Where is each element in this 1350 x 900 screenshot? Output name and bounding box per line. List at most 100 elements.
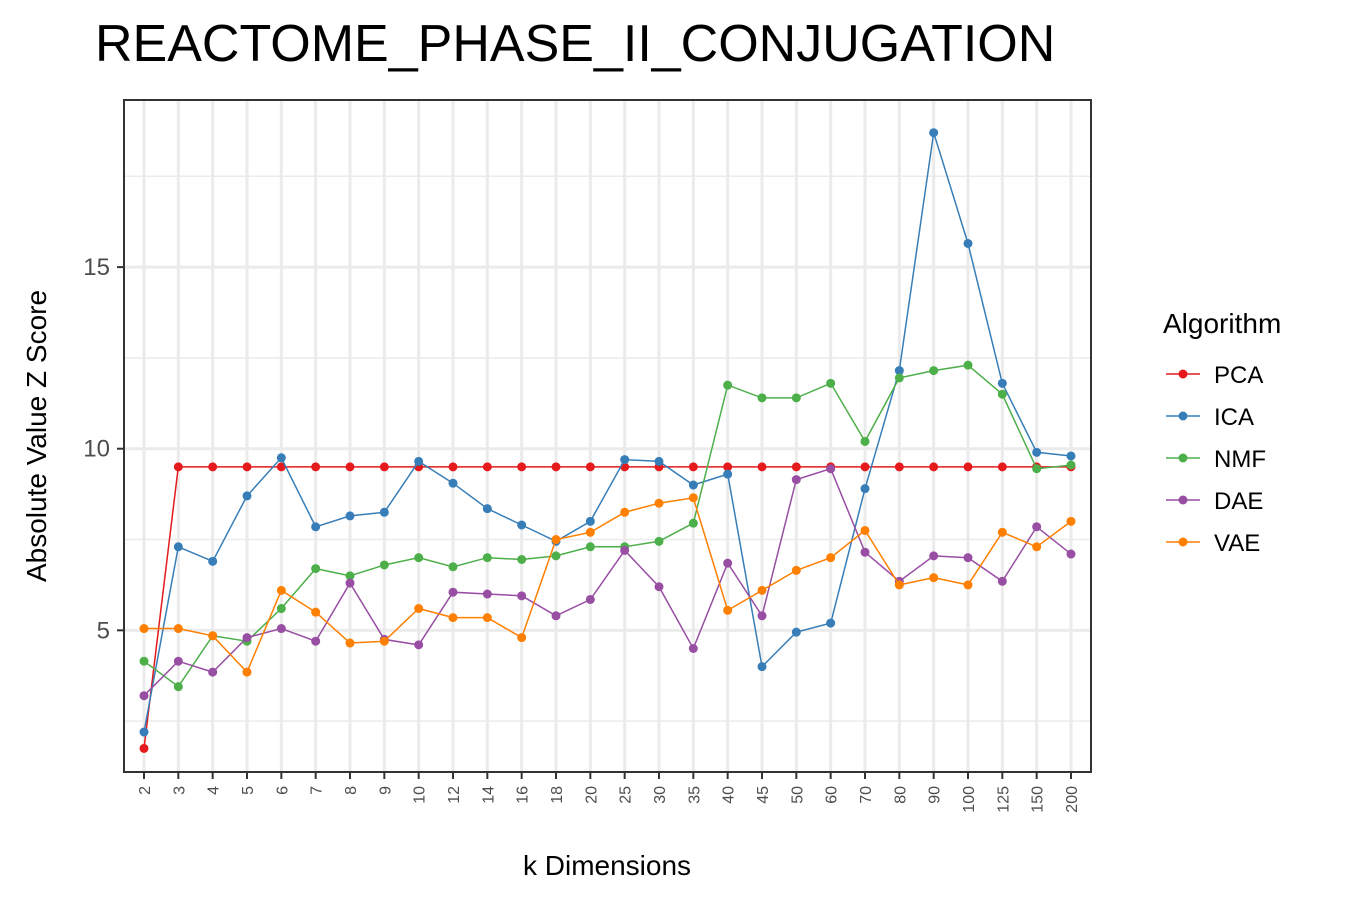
series-line-dae [143, 467, 1072, 697]
series-ica [139, 128, 1076, 737]
data-point-dae [1066, 549, 1076, 559]
data-point-dae [345, 578, 355, 588]
data-point-pca [276, 462, 286, 472]
legend-label: ICA [1214, 404, 1254, 431]
x-tick-label: 16 [515, 786, 532, 804]
data-point-dae [963, 553, 973, 563]
data-point-ica [1066, 451, 1076, 461]
x-tick-label: 6 [274, 786, 291, 795]
data-point-pca [585, 462, 595, 472]
data-point-pca [139, 743, 149, 753]
data-point-dae [654, 582, 664, 592]
x-tick-label: 10 [412, 786, 429, 804]
plot-border [123, 99, 1092, 773]
data-point-vae [826, 553, 836, 563]
data-point-vae [414, 604, 424, 614]
data-point-nmf [139, 656, 149, 666]
data-point-vae [311, 607, 321, 617]
series-line-ica [143, 132, 1072, 733]
data-point-ica [791, 627, 801, 637]
data-point-ica [1032, 447, 1042, 457]
x-tick-label: 50 [789, 786, 806, 804]
data-point-nmf [894, 373, 904, 383]
x-tick-label: 200 [1064, 786, 1081, 813]
legend: Algorithm PCA ICA NMF DAE VAE [1163, 308, 1281, 557]
y-tick-label: 5 [97, 617, 110, 644]
data-point-ica [654, 456, 664, 466]
data-point-pca [173, 462, 183, 472]
data-point-ica [997, 378, 1007, 388]
data-point-ica [242, 491, 252, 501]
x-tick-label: 12 [446, 786, 463, 804]
data-point-vae [1066, 516, 1076, 526]
data-point-dae [997, 576, 1007, 586]
x-tick-label: 20 [583, 786, 600, 804]
x-tick-label: 35 [686, 786, 703, 804]
data-point-pca [345, 462, 355, 472]
series-line-nmf [143, 364, 1072, 688]
data-point-vae [345, 638, 355, 648]
data-point-vae [620, 507, 630, 517]
data-point-ica [482, 504, 492, 514]
y-axis-label: Absolute Value Z Score [21, 290, 52, 582]
data-point-vae [929, 573, 939, 583]
data-point-pca [551, 462, 561, 472]
series-dae [139, 464, 1076, 701]
data-point-dae [723, 558, 733, 568]
data-point-nmf [482, 553, 492, 563]
data-point-vae [448, 613, 458, 623]
data-point-nmf [860, 436, 870, 446]
data-point-dae [929, 551, 939, 561]
data-point-nmf [448, 562, 458, 572]
data-point-vae [791, 565, 801, 575]
data-point-ica [208, 556, 218, 566]
data-point-ica [311, 522, 321, 532]
data-point-nmf [791, 393, 801, 403]
data-point-dae [448, 587, 458, 597]
x-tick-label: 125 [995, 786, 1012, 813]
legend-label: DAE [1214, 488, 1263, 515]
data-point-nmf [1032, 464, 1042, 474]
data-point-dae [173, 656, 183, 666]
data-point-nmf [517, 555, 527, 565]
grid-major [124, 100, 1091, 772]
data-point-ica [757, 662, 767, 672]
data-point-pca [242, 462, 252, 472]
data-point-dae [620, 545, 630, 555]
x-axis-label: k Dimensions [523, 850, 691, 881]
data-point-vae [242, 667, 252, 677]
data-point-vae [517, 633, 527, 643]
x-tick-label: 7 [309, 786, 326, 795]
legend-label: PCA [1214, 362, 1263, 389]
data-point-dae [791, 475, 801, 485]
data-point-nmf [688, 518, 698, 528]
data-point-vae [551, 535, 561, 545]
data-point-pca [963, 462, 973, 472]
data-point-vae [894, 580, 904, 590]
x-tick-label: 2 [137, 786, 154, 795]
data-point-pca [894, 462, 904, 472]
data-point-pca [997, 462, 1007, 472]
data-point-pca [929, 462, 939, 472]
x-tick-label: 100 [961, 786, 978, 813]
data-point-vae [139, 624, 149, 634]
x-tick-label: 60 [824, 786, 841, 804]
data-point-ica [963, 238, 973, 248]
grid-minor [124, 175, 1091, 722]
data-point-dae [757, 611, 767, 621]
x-tick-label: 4 [206, 786, 223, 795]
data-point-dae [311, 636, 321, 646]
data-point-pca [517, 462, 527, 472]
data-point-pca [723, 462, 733, 472]
data-point-vae [757, 585, 767, 595]
data-point-dae [208, 667, 218, 677]
data-point-ica [345, 511, 355, 521]
data-point-vae [585, 527, 595, 537]
series-line-pca [143, 466, 1071, 749]
legend-key-point [1178, 453, 1188, 463]
x-tick-label: 18 [549, 786, 566, 804]
chart-title: REACTOME_PHASE_II_CONJUGATION [95, 15, 1056, 73]
data-point-ica [173, 542, 183, 552]
data-point-nmf [757, 393, 767, 403]
